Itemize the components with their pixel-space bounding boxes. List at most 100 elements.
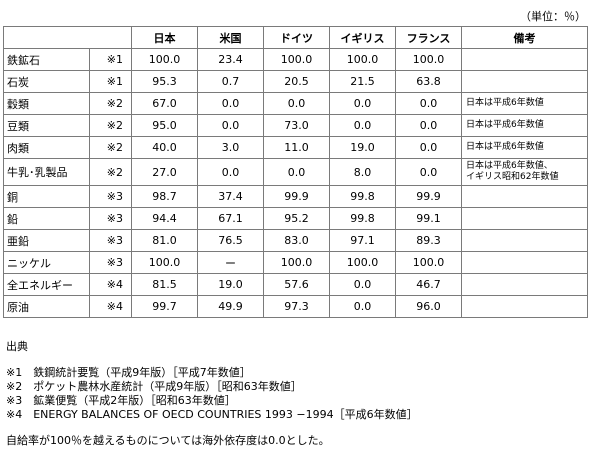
- value-cell: 95.2: [263, 207, 330, 230]
- source-ref: ※2: [89, 136, 132, 159]
- remark-cell: [461, 295, 588, 318]
- source-note: ※2 ポケット農林水産統計（平成9年版）［昭和63年数値］: [6, 380, 302, 393]
- value-cell: 19.0: [329, 136, 396, 159]
- value-cell: 98.7: [131, 185, 198, 208]
- value-cell: 95.0: [131, 114, 198, 137]
- value-cell: 0.0: [197, 158, 264, 186]
- remark-cell: [461, 185, 588, 208]
- remark-cell: [461, 207, 588, 230]
- item-name: 亜鉛: [3, 229, 90, 252]
- table-row: 銅 ※3 98.7 37.4 99.9 99.8 99.9: [3, 185, 588, 208]
- value-cell: 0.7: [197, 70, 264, 93]
- remark-cell: 日本は平成6年数値: [461, 92, 588, 115]
- source-note: ※4 ENERGY BALANCES OF OECD COUNTRIES 199…: [6, 408, 418, 421]
- value-cell: 37.4: [197, 185, 264, 208]
- value-cell: 97.1: [329, 229, 396, 252]
- notes-section: 出典 ※1 鉄鋼統計要覧（平成9年版）［平成7年数値］ ※2 ポケット農林水産統…: [6, 340, 418, 448]
- value-cell: 96.0: [395, 295, 462, 318]
- value-cell: 0.0: [263, 158, 330, 186]
- table-row: 原油 ※4 99.7 49.9 97.3 0.0 96.0: [3, 295, 588, 318]
- value-cell: 99.1: [395, 207, 462, 230]
- item-name: 豆類: [3, 114, 90, 137]
- source-ref: ※1: [89, 70, 132, 93]
- value-cell: 3.0: [197, 136, 264, 159]
- dependency-table: 日本 米国 ドイツ イギリス フランス 備考 鉄鉱石 ※1 100.0 23.4 100…: [3, 26, 588, 318]
- source-ref: ※3: [89, 207, 132, 230]
- value-cell: 81.5: [131, 273, 198, 296]
- item-name: 石炭: [3, 70, 90, 93]
- remark-cell: [461, 70, 588, 93]
- item-name: 肉類: [3, 136, 90, 159]
- source-ref: ※3: [89, 185, 132, 208]
- value-cell: 76.5: [197, 229, 264, 252]
- source-ref: ※3: [89, 251, 132, 274]
- value-cell: 100.0: [131, 48, 198, 71]
- value-cell: 100.0: [395, 48, 462, 71]
- value-cell: 89.3: [395, 229, 462, 252]
- value-cell: 0.0: [395, 158, 462, 186]
- item-name: 原油: [3, 295, 90, 318]
- remark-cell: [461, 251, 588, 274]
- source-note: ※3 鉱業便覧（平成2年版）［昭和63年数値］: [6, 394, 236, 407]
- value-cell: 0.0: [329, 273, 396, 296]
- remark-cell: [461, 48, 588, 71]
- source-ref: ※4: [89, 295, 132, 318]
- value-cell: 97.3: [263, 295, 330, 318]
- remark-cell: 日本は平成6年数値: [461, 136, 588, 159]
- value-cell: 40.0: [131, 136, 198, 159]
- table-row: 豆類 ※2 95.0 0.0 73.0 0.0 0.0 日本は平成6年数値: [3, 114, 588, 137]
- value-cell: 81.0: [131, 229, 198, 252]
- value-cell: 0.0: [329, 92, 396, 115]
- value-cell: 21.5: [329, 70, 396, 93]
- value-cell: 99.9: [263, 185, 330, 208]
- value-cell: 83.0: [263, 229, 330, 252]
- item-name: ニッケル: [3, 251, 90, 274]
- value-cell: 100.0: [329, 251, 396, 274]
- source-ref: ※3: [89, 229, 132, 252]
- value-cell: 0.0: [395, 114, 462, 137]
- value-cell: 20.5: [263, 70, 330, 93]
- table-row: 鉄鉱石 ※1 100.0 23.4 100.0 100.0 100.0: [3, 48, 588, 71]
- item-name: 穀類: [3, 92, 90, 115]
- item-name: 銅: [3, 185, 90, 208]
- value-cell: 100.0: [263, 251, 330, 274]
- value-cell: 23.4: [197, 48, 264, 71]
- value-cell: 11.0: [263, 136, 330, 159]
- value-cell: 100.0: [329, 48, 396, 71]
- value-cell: 27.0: [131, 158, 198, 186]
- remark-cell: 日本は平成6年数値、 イギリス昭和62年数値: [461, 158, 588, 186]
- value-cell: 0.0: [395, 92, 462, 115]
- item-name: 鉄鉱石: [3, 48, 90, 71]
- value-cell: 19.0: [197, 273, 264, 296]
- header-japan: 日本: [131, 26, 198, 49]
- value-cell: 100.0: [131, 251, 198, 274]
- item-name: 鉛: [3, 207, 90, 230]
- item-name: 牛乳･乳製品: [3, 158, 90, 186]
- value-cell: 73.0: [263, 114, 330, 137]
- table-row: ニッケル ※3 100.0 ー 100.0 100.0 100.0: [3, 251, 588, 274]
- header-row: 日本 米国 ドイツ イギリス フランス 備考: [3, 26, 588, 49]
- header-remarks: 備考: [461, 26, 588, 49]
- value-cell: 94.4: [131, 207, 198, 230]
- value-cell: 0.0: [197, 92, 264, 115]
- remark-cell: [461, 229, 588, 252]
- remark-cell: 日本は平成6年数値: [461, 114, 588, 137]
- value-cell: 0.0: [197, 114, 264, 137]
- value-cell: 63.8: [395, 70, 462, 93]
- value-cell: 0.0: [329, 295, 396, 318]
- value-cell: 8.0: [329, 158, 396, 186]
- source-ref: ※1: [89, 48, 132, 71]
- source-ref: ※4: [89, 273, 132, 296]
- value-cell: 67.1: [197, 207, 264, 230]
- source-ref: ※2: [89, 114, 132, 137]
- value-cell: 46.7: [395, 273, 462, 296]
- value-cell: 0.0: [329, 114, 396, 137]
- value-cell: 0.0: [395, 136, 462, 159]
- value-cell: 99.8: [329, 207, 396, 230]
- value-cell: 100.0: [395, 251, 462, 274]
- source-note: ※1 鉄鋼統計要覧（平成9年版）［平成7年数値］: [6, 366, 251, 379]
- value-cell: 57.6: [263, 273, 330, 296]
- source-ref: ※2: [89, 92, 132, 115]
- value-cell: 99.7: [131, 295, 198, 318]
- value-cell: 100.0: [263, 48, 330, 71]
